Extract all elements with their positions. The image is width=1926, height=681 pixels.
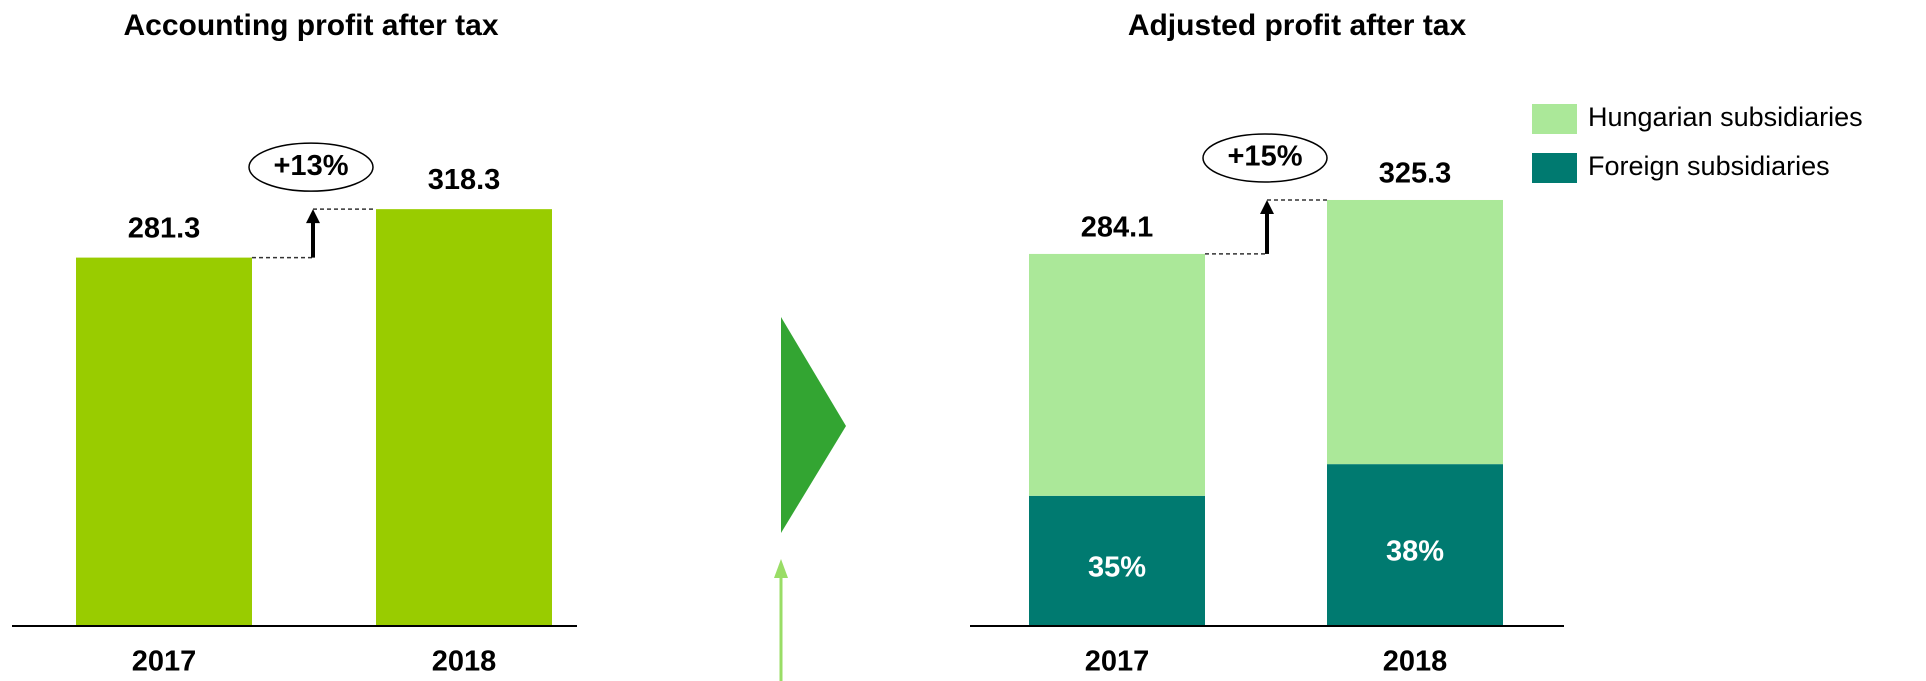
chart-title: Adjusted profit after tax	[1128, 9, 1467, 42]
chart-title: Accounting profit after tax	[123, 9, 498, 42]
bar	[76, 257, 252, 626]
growth-arrow-head	[1260, 199, 1274, 214]
bar-segment	[1029, 253, 1205, 496]
growth-ellipse	[1202, 133, 1328, 183]
growth-label: +15%	[1228, 141, 1303, 173]
legend-swatch	[1532, 104, 1577, 134]
value-label: 281.3	[128, 212, 201, 244]
bar	[376, 209, 552, 627]
x-tick-label: 2018	[1383, 646, 1448, 678]
legend-swatch	[1532, 153, 1577, 183]
bar-segment	[1327, 464, 1503, 626]
x-tick-label: 2017	[1085, 646, 1150, 678]
green-pointer-head	[774, 559, 788, 578]
total-label: 325.3	[1379, 158, 1452, 190]
x-tick-label: 2018	[432, 646, 497, 678]
growth-ellipse	[248, 142, 374, 192]
total-label: 284.1	[1081, 212, 1154, 244]
growth-arrow-head	[306, 209, 320, 224]
value-label: 318.3	[428, 164, 501, 196]
bar-segment	[1327, 199, 1503, 465]
growth-label: +13%	[274, 150, 349, 182]
share-label: 38%	[1386, 536, 1444, 568]
flow-arrow	[781, 317, 846, 533]
share-label: 35%	[1088, 552, 1146, 584]
legend-label: Hungarian subsidiaries	[1588, 102, 1863, 132]
legend-label: Foreign subsidiaries	[1588, 151, 1830, 181]
x-tick-label: 2017	[132, 646, 197, 678]
bar-segment	[1029, 495, 1205, 626]
